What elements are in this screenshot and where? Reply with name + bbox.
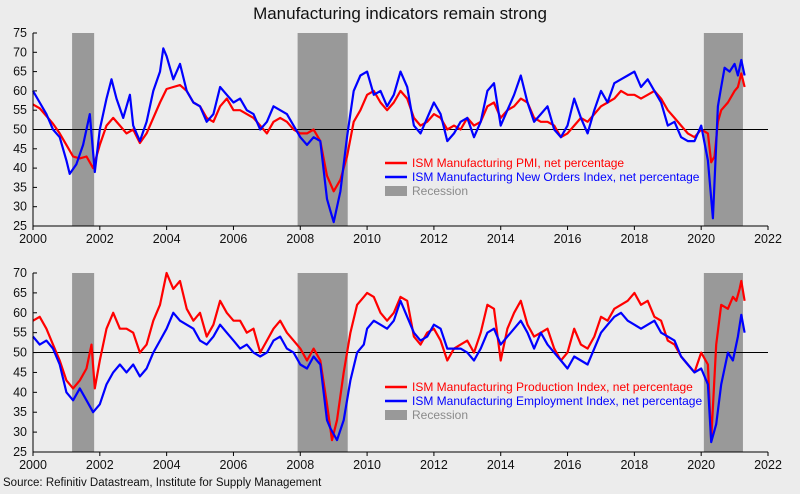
y-tick-label-0-6: 55 xyxy=(13,103,27,117)
legend-label-1-1: ISM Manufacturing Employment Index, net … xyxy=(412,394,702,408)
x-tick-label-0-4: 2008 xyxy=(286,232,314,246)
x-tick-label-0-3: 2006 xyxy=(220,232,248,246)
x-tick-label-1-1: 2002 xyxy=(86,458,114,472)
y-tick-label-0-3: 40 xyxy=(13,161,27,175)
y-tick-label-0-2: 35 xyxy=(13,180,27,194)
x-tick-label-0-8: 2016 xyxy=(554,232,582,246)
legend-label-recession-0: Recession xyxy=(412,184,468,198)
y-tick-label-0-7: 60 xyxy=(13,84,27,98)
x-tick-label-1-4: 2008 xyxy=(286,458,314,472)
x-tick-label-0-9: 2018 xyxy=(620,232,648,246)
x-tick-label-0-7: 2014 xyxy=(487,232,515,246)
y-tick-label-1-7: 60 xyxy=(13,306,27,320)
y-tick-label-1-9: 70 xyxy=(13,266,27,280)
x-tick-label-0-10: 2020 xyxy=(687,232,715,246)
x-tick-label-1-8: 2016 xyxy=(554,458,582,472)
chart-title: Manufacturing indicators remain strong xyxy=(253,4,547,23)
y-tick-label-0-0: 25 xyxy=(13,219,27,233)
x-tick-label-0-6: 2012 xyxy=(420,232,448,246)
x-tick-label-1-0: 2000 xyxy=(19,458,47,472)
y-tick-label-0-9: 70 xyxy=(13,45,27,59)
x-tick-label-1-7: 2014 xyxy=(487,458,515,472)
x-tick-label-1-5: 2010 xyxy=(353,458,381,472)
y-tick-label-1-1: 30 xyxy=(13,425,27,439)
y-tick-label-0-5: 50 xyxy=(13,123,27,137)
legend-label-1-0: ISM Manufacturing Production Index, net … xyxy=(412,380,693,394)
y-tick-label-0-1: 30 xyxy=(13,200,27,214)
x-tick-label-1-11: 2022 xyxy=(754,458,782,472)
series-line-0-1 xyxy=(32,47,746,224)
series-line-1-0 xyxy=(32,271,746,442)
legend-label-0-1: ISM Manufacturing New Orders Index, net … xyxy=(412,170,700,184)
x-tick-label-0-2: 2004 xyxy=(153,232,181,246)
y-tick-label-1-3: 40 xyxy=(13,385,27,399)
legend-label-recession-1: Recession xyxy=(412,408,468,422)
recession-band-1-1 xyxy=(297,273,348,452)
series-line-0-0 xyxy=(32,72,746,193)
x-tick-label-0-5: 2010 xyxy=(353,232,381,246)
x-tick-label-1-10: 2020 xyxy=(687,458,715,472)
source-note: Source: Refinitiv Datastream, Institute … xyxy=(3,477,322,489)
x-tick-label-0-1: 2002 xyxy=(86,232,114,246)
legend-swatch-recession-1 xyxy=(385,410,407,420)
y-tick-label-1-2: 35 xyxy=(13,405,27,419)
x-tick-label-1-3: 2006 xyxy=(220,458,248,472)
x-tick-label-1-9: 2018 xyxy=(620,458,648,472)
legend-label-0-0: ISM Manufacturing PMI, net percentage xyxy=(412,156,624,170)
y-tick-label-0-10: 75 xyxy=(13,26,27,40)
x-tick-label-0-11: 2022 xyxy=(754,232,782,246)
y-tick-label-1-6: 55 xyxy=(13,326,27,340)
legend-swatch-recession-0 xyxy=(385,186,407,196)
x-tick-label-0-0: 2000 xyxy=(19,232,47,246)
y-tick-label-1-5: 50 xyxy=(13,346,27,360)
y-tick-label-0-4: 45 xyxy=(13,142,27,156)
y-tick-label-1-4: 45 xyxy=(13,365,27,379)
y-tick-label-1-8: 65 xyxy=(13,286,27,300)
y-tick-label-1-0: 25 xyxy=(13,445,27,459)
recession-band-1-0 xyxy=(72,273,95,452)
y-tick-label-0-8: 65 xyxy=(13,65,27,79)
x-tick-label-1-2: 2004 xyxy=(153,458,181,472)
x-tick-label-1-6: 2012 xyxy=(420,458,448,472)
series-line-1-1 xyxy=(32,299,746,444)
